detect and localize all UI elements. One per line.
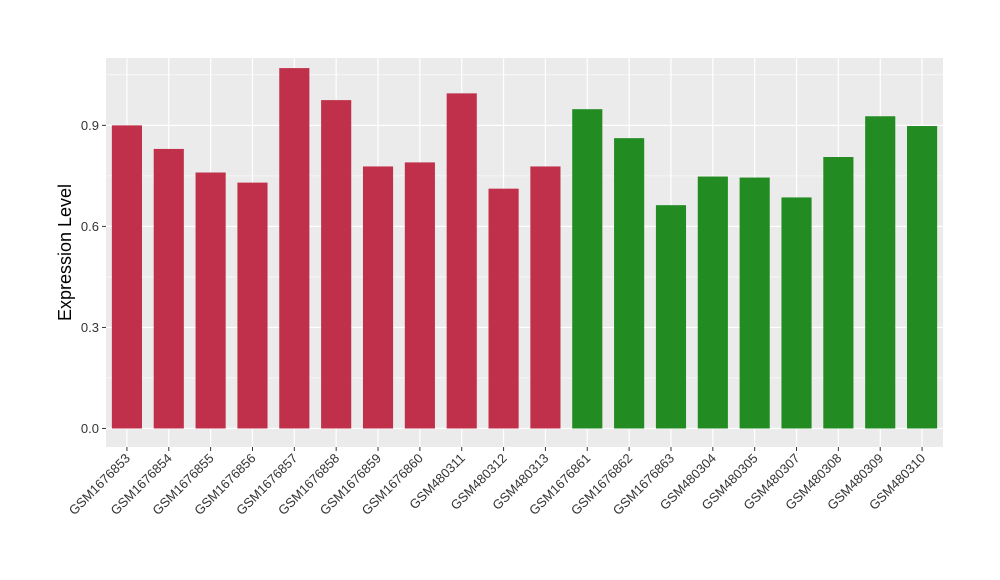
bar-GSM1676862 [614,138,645,429]
bar-GSM1676857 [279,68,310,429]
bar-GSM1676856 [237,182,268,429]
bar-GSM480307 [781,197,812,429]
bar-GSM480311 [446,93,477,429]
y-tick-label: 0.9 [81,118,99,133]
bar-GSM480310 [907,126,938,429]
bar-GSM1676861 [572,109,603,429]
bar-GSM1676853 [111,125,142,429]
bar-GSM480304 [697,176,728,429]
bar-GSM1676854 [153,148,184,429]
bar-GSM480309 [865,116,896,429]
y-tick-label: 0.3 [81,320,99,335]
bar-GSM480313 [530,166,561,429]
bar-GSM1676855 [195,172,226,429]
bar-GSM1676859 [362,166,394,429]
x-axis: GSM1676853GSM1676854GSM1676855GSM1676856… [66,447,928,518]
bar-GSM1676863 [655,205,687,429]
y-axis: 0.0 0.3 0.6 0.9 [81,118,106,436]
bars [111,68,938,429]
bar-GSM480308 [823,157,854,429]
bar-GSM480305 [739,177,770,429]
plot-panel [106,58,943,447]
bar-GSM1676858 [321,100,352,429]
bar-GSM480312 [488,188,519,429]
y-tick-label: 0.6 [81,219,99,234]
y-axis-title: Expression Level [55,184,75,321]
y-tick-label: 0.0 [81,421,99,436]
bar-GSM1676860 [404,162,435,429]
